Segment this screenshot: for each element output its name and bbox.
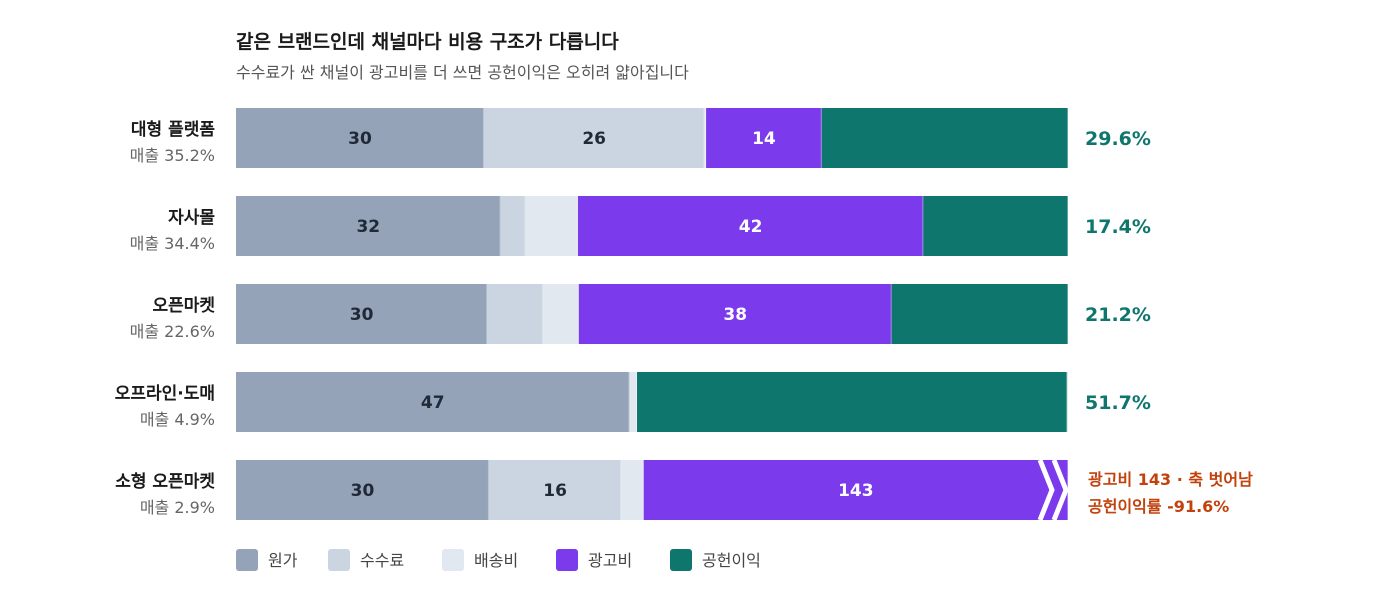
legend-label: 공헌이익 <box>702 551 761 570</box>
legend-swatch <box>556 549 578 571</box>
legend-item: 원가 <box>236 549 298 571</box>
segment-value-label: 16 <box>543 481 567 501</box>
segment-value-label: 30 <box>351 481 375 501</box>
bar-segment <box>236 196 501 256</box>
legend-swatch <box>328 549 350 571</box>
revenue-share-label: 매출 22.6% <box>130 322 215 341</box>
category-label: 오픈마켓 <box>152 296 215 316</box>
legend: 원가 수수료 배송비 광고비 공헌이익 <box>236 549 761 571</box>
segment-divider <box>1067 196 1068 256</box>
segment-divider <box>636 372 638 432</box>
bar-segment <box>923 196 1068 256</box>
legend-label: 배송비 <box>474 551 518 570</box>
segment-divider <box>487 460 489 520</box>
revenue-share-label: 매출 34.4% <box>130 234 215 253</box>
segment-divider <box>705 108 707 168</box>
overflow-note: 광고비 143 · 축 벗어남 <box>1088 470 1253 489</box>
bar-segment <box>236 284 488 344</box>
bar-segment <box>629 372 638 432</box>
segment-divider <box>486 284 488 344</box>
segment-divider <box>576 196 578 256</box>
bar-segment <box>706 108 822 168</box>
segment-divider <box>542 284 544 344</box>
segment-divider <box>1067 284 1068 344</box>
revenue-share-label: 매출 4.9% <box>140 410 215 429</box>
segment-value-label: 47 <box>421 393 445 413</box>
segment-divider <box>1067 108 1068 168</box>
bar-segment <box>500 196 526 256</box>
bar-segment <box>643 460 1068 520</box>
margin-rate-label: 21.2% <box>1085 304 1151 326</box>
margin-rate-label: 17.4% <box>1085 216 1151 238</box>
segment-value-label: 42 <box>739 217 763 237</box>
segment-value-label: 30 <box>348 129 372 149</box>
margin-rate-label: 51.7% <box>1085 392 1151 414</box>
axis-break-icon <box>1051 459 1069 521</box>
bar-segment <box>821 108 1068 168</box>
segment-divider <box>620 460 622 520</box>
bar-segment <box>236 108 484 168</box>
bar-segment <box>543 284 579 344</box>
segment-divider <box>922 196 924 256</box>
bar-segment <box>525 196 578 256</box>
overflow-note: 공헌이익률 -91.6% <box>1088 497 1229 516</box>
segment-value-label: 38 <box>723 305 747 325</box>
category-label: 자사몰 <box>168 208 215 228</box>
segment-divider <box>820 108 822 168</box>
bar-segment <box>578 284 892 344</box>
category-label: 소형 오픈마켓 <box>115 471 215 492</box>
legend-item: 배송비 <box>442 549 518 571</box>
margin-rate-label: 29.6% <box>1085 128 1151 150</box>
segment-divider <box>642 460 644 520</box>
revenue-share-label: 매출 35.2% <box>130 146 215 165</box>
bar-segment <box>487 284 544 344</box>
revenue-share-label: 매출 2.9% <box>140 498 215 517</box>
legend-swatch <box>442 549 464 571</box>
segment-divider <box>577 284 579 344</box>
legend-swatch <box>236 549 258 571</box>
chart-title: 같은 브랜드인데 채널마다 비용 구조가 다릅니다 <box>236 31 619 53</box>
legend-swatch <box>670 549 692 571</box>
legend-item: 수수료 <box>328 549 404 571</box>
bar-segment <box>488 460 622 520</box>
segment-value-label: 14 <box>752 129 776 149</box>
axis-break-icon <box>1037 459 1055 521</box>
legend-label: 광고비 <box>588 551 632 570</box>
bar-segment <box>236 460 489 520</box>
bar-segment <box>236 372 630 432</box>
segment-divider <box>499 196 501 256</box>
segment-divider <box>524 196 526 256</box>
segment-value-label: 26 <box>582 129 606 149</box>
bar-segment <box>637 372 1068 432</box>
segment-divider <box>703 108 705 168</box>
category-label: 오프라인·도매 <box>115 384 215 404</box>
segment-value-label: 30 <box>350 305 374 325</box>
legend-label: 원가 <box>268 551 298 570</box>
bar-segment <box>891 284 1068 344</box>
bar-segment <box>704 108 707 168</box>
segment-divider <box>482 108 484 168</box>
legend-item: 공헌이익 <box>670 549 761 571</box>
segment-value-label: 143 <box>838 481 874 501</box>
bar-segment <box>621 460 644 520</box>
bar-segment <box>483 108 705 168</box>
bar-segment <box>577 196 924 256</box>
segment-value-label: 32 <box>356 217 380 237</box>
chart-subtitle: 수수료가 싼 채널이 광고비를 더 쓰면 공헌이익은 오히려 얇아집니다 <box>236 63 689 82</box>
legend-label: 수수료 <box>360 551 404 570</box>
category-label: 대형 플랫폼 <box>131 119 215 140</box>
segment-divider <box>1066 372 1068 432</box>
legend-item: 광고비 <box>556 549 632 571</box>
segment-divider <box>890 284 892 344</box>
segment-divider <box>628 372 630 432</box>
